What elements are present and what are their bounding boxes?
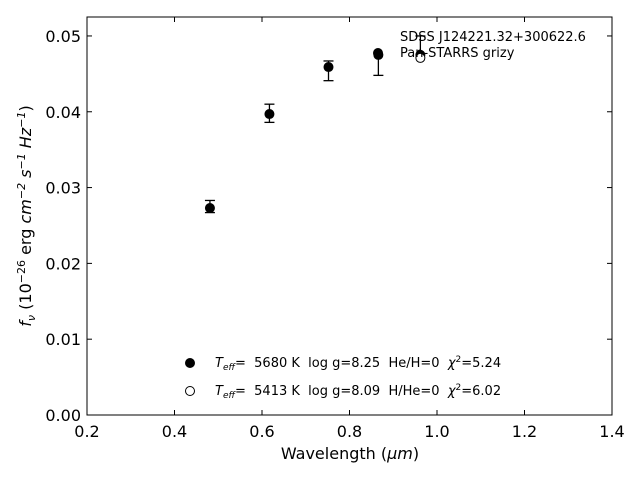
y-tick-label: 0.00 <box>45 406 81 425</box>
data-point-sdss <box>264 109 275 120</box>
data-point-sdss <box>323 62 334 73</box>
model-key-marker-open <box>185 386 195 396</box>
y-axis-label: fν (10−26 erg cm−2 s−1 Hz−1) <box>15 105 38 326</box>
y-tick-label: 0.05 <box>45 27 81 46</box>
y-tick-label: 0.01 <box>45 330 81 349</box>
model-key: Teff= 5680 K log g=8.25 He/H=0 χ2=5.24 T… <box>185 355 501 401</box>
x-tick-label: 0.8 <box>337 422 362 441</box>
model-key-marker-filled <box>185 358 195 368</box>
x-axis-ticks: 0.2 0.4 0.6 0.8 1.0 1.2 1.4 <box>74 17 625 441</box>
legend-entry-sdss: SDSS J124221.32+300622.6 <box>400 30 586 45</box>
legend-entry-panstarrs: Pan-STARRS grizy <box>400 46 515 61</box>
x-tick-label: 1.2 <box>512 422 537 441</box>
y-axis-ticks: 0.00 0.01 0.02 0.03 0.04 0.05 <box>45 27 612 425</box>
data-point-panstarrs <box>415 52 426 63</box>
x-tick-label: 0.2 <box>74 422 99 441</box>
data-points <box>204 35 426 214</box>
legend-marker-filled <box>373 48 383 58</box>
y-tick-label: 0.02 <box>45 254 81 273</box>
x-tick-label: 0.4 <box>162 422 187 441</box>
model-key-entry-1: Teff= 5680 K log g=8.25 He/H=0 χ2=5.24 <box>215 355 501 373</box>
x-tick-label: 0.6 <box>249 422 274 441</box>
x-tick-label: 1.0 <box>424 422 449 441</box>
y-tick-label: 0.04 <box>45 103 81 122</box>
legend: SDSS J124221.32+300622.6 Pan-STARRS griz… <box>373 30 586 61</box>
y-tick-label: 0.03 <box>45 179 81 198</box>
model-key-entry-2: Teff= 5413 K log g=8.09 H/He=0 χ2=6.02 <box>215 383 501 401</box>
x-tick-label: 1.4 <box>599 422 624 441</box>
data-point-sdss <box>204 203 215 214</box>
x-axis-label: Wavelength (μm) <box>281 444 419 463</box>
